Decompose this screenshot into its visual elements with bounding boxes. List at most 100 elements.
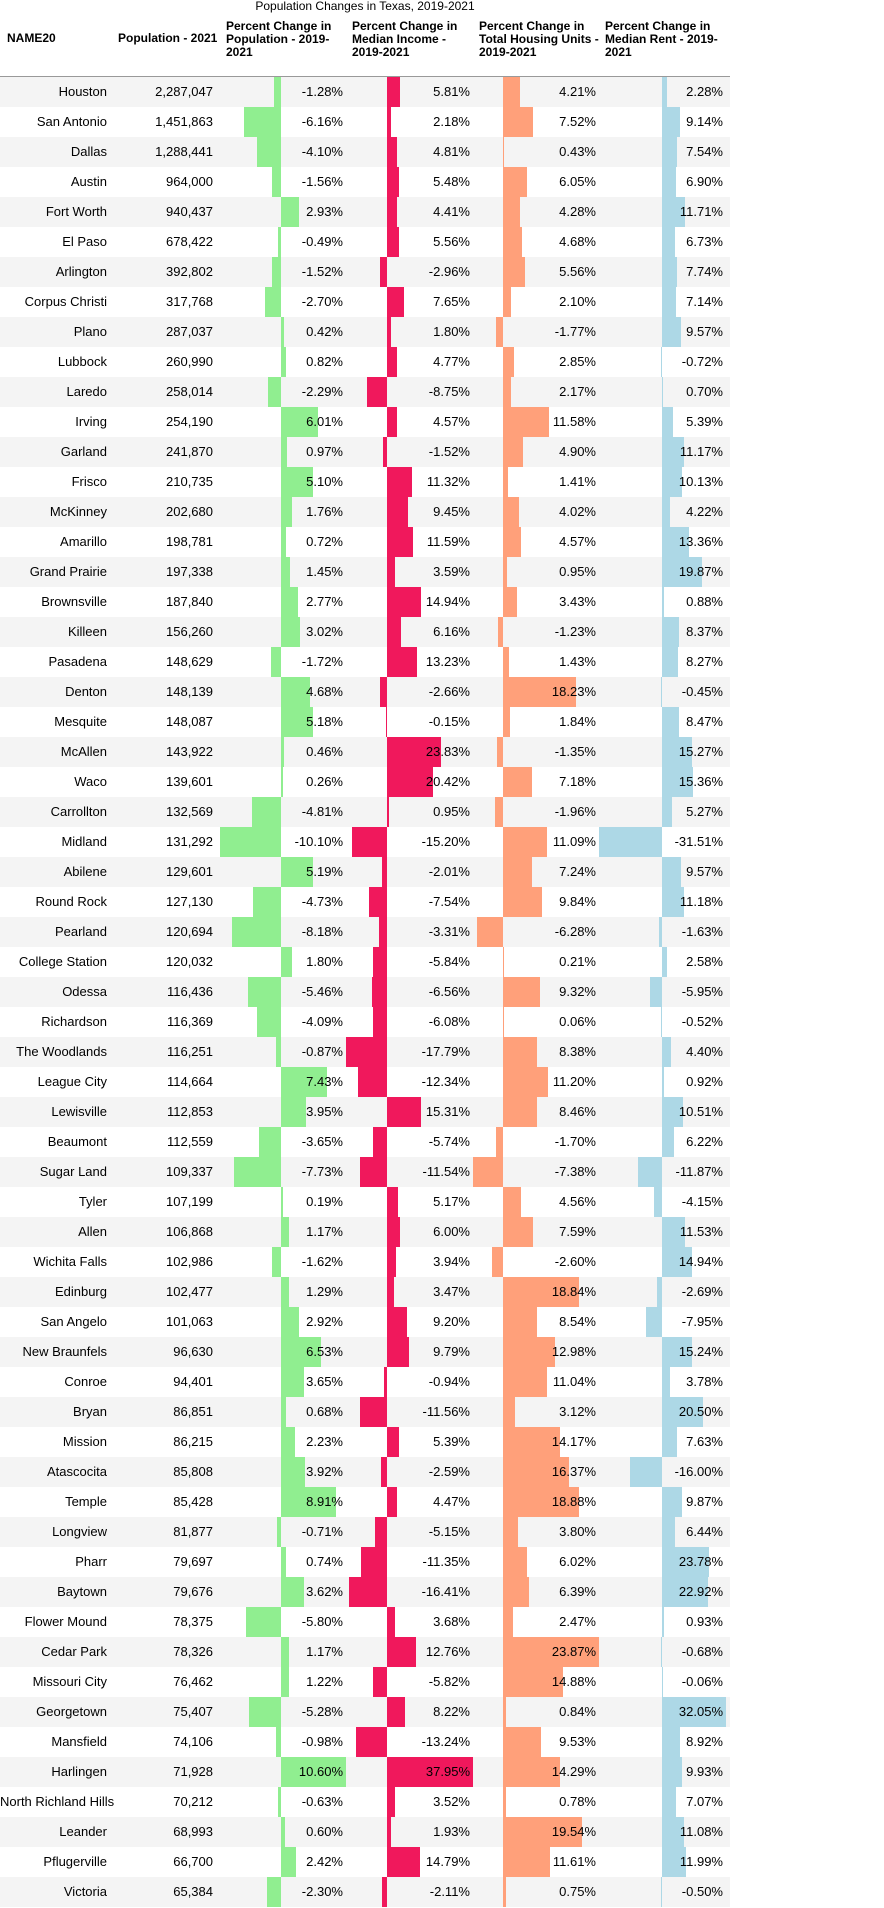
city-name: Abilene — [63, 864, 107, 879]
table-row: Allen 106,868 1.17% 6.00% 7.59% 11.53% — [0, 1217, 730, 1247]
income-change-label: 3.47% — [433, 1284, 470, 1299]
pop-change-label: -3.65% — [301, 1134, 343, 1149]
income-change-bar — [386, 1697, 406, 1727]
income-change-label: -0.15% — [428, 714, 470, 729]
housing-change-bar — [502, 407, 550, 437]
pop-change-label: 0.72% — [306, 534, 343, 549]
rent-change-label: -0.68% — [681, 1644, 723, 1659]
table-row: Mesquite 148,087 5.18% -0.15% 1.84% 8.47% — [0, 707, 730, 737]
population-value: 107,199 — [166, 1194, 213, 1209]
housing-change-label: 0.78% — [559, 1794, 596, 1809]
pop-change-bar — [281, 1667, 289, 1697]
housing-change-label: 4.90% — [559, 444, 596, 459]
housing-change-bar — [502, 1217, 534, 1247]
rent-change-bar — [660, 1007, 662, 1037]
pop-change-label: 2.23% — [306, 1434, 343, 1449]
pop-change-bar — [243, 107, 282, 137]
table-row: Garland 241,870 0.97% -1.52% 4.90% 11.17% — [0, 437, 730, 467]
pop-change-label: 1.17% — [306, 1644, 343, 1659]
city-name: Atascocita — [47, 1464, 107, 1479]
rent-change-label: 14.94% — [678, 1254, 723, 1269]
pop-change-bar — [281, 1397, 286, 1427]
rent-change-label: 2.58% — [686, 954, 723, 969]
income-change-label: -15.20% — [421, 834, 470, 849]
income-change-label: 3.59% — [433, 564, 470, 579]
income-change-label: 9.20% — [433, 1314, 470, 1329]
population-value: 112,853 — [166, 1104, 213, 1119]
rent-change-bar — [661, 77, 667, 107]
housing-change-bar — [502, 1187, 522, 1217]
table-row: Bryan 86,851 0.68% -11.56% 3.12% 20.50% — [0, 1397, 730, 1427]
table-row: Victoria 65,384 -2.30% -2.11% 0.75% -0.50% — [0, 1877, 730, 1907]
pop-change-bar — [281, 737, 285, 767]
population-value: 78,326 — [173, 1644, 213, 1659]
population-value: 1,451,863 — [155, 114, 213, 129]
pop-change-label: 2.42% — [306, 1854, 343, 1869]
housing-change-label: 7.18% — [559, 774, 596, 789]
population-value: 1,288,441 — [155, 144, 213, 159]
income-change-bar — [386, 1427, 399, 1457]
population-value: 127,130 — [166, 894, 213, 909]
income-change-bar — [386, 557, 395, 587]
pop-change-label: 0.68% — [306, 1404, 343, 1419]
income-change-bar — [386, 167, 400, 197]
housing-change-label: -1.96% — [554, 804, 596, 819]
rent-change-label: 8.92% — [686, 1734, 723, 1749]
income-change-label: 37.95% — [425, 1764, 470, 1779]
housing-change-bar — [502, 1037, 537, 1067]
rent-change-bar — [661, 167, 676, 197]
income-change-label: 0.95% — [433, 804, 470, 819]
pop-change-bar — [281, 617, 300, 647]
table-row: Wichita Falls 102,986 -1.62% 3.94% -2.60% 14.… — [0, 1247, 730, 1277]
table-row: Midland 131,292 -10.10% -15.20% 11.09% -31.51… — [0, 827, 730, 857]
housing-change-label: 11.58% — [552, 414, 596, 429]
housing-change-label: 4.21% — [559, 84, 596, 99]
income-change-bar — [381, 857, 387, 887]
housing-change-bar — [502, 1097, 537, 1127]
housing-change-bar — [502, 1397, 516, 1427]
housing-change-label: 3.12% — [559, 1404, 596, 1419]
pop-change-label: -4.73% — [301, 894, 343, 909]
rent-change-label: 0.92% — [686, 1074, 723, 1089]
city-name: New Braunfels — [22, 1344, 107, 1359]
population-value: 101,063 — [166, 1314, 213, 1329]
population-value: 86,215 — [173, 1434, 213, 1449]
rent-change-label: 19.87% — [678, 564, 723, 579]
housing-change-label: 14.88% — [551, 1674, 596, 1689]
housing-change-label: 6.39% — [559, 1584, 596, 1599]
pop-change-bar — [281, 1427, 296, 1457]
income-change-bar — [386, 1757, 473, 1787]
table-row: Fort Worth 940,437 2.93% 4.41% 4.28% 11.71% — [0, 197, 730, 227]
population-value: 112,559 — [166, 1134, 213, 1149]
income-change-bar — [373, 1667, 387, 1697]
income-change-label: 14.79% — [425, 1854, 470, 1869]
income-change-label: 15.31% — [425, 1104, 470, 1119]
rent-change-bar — [661, 197, 686, 227]
population-value: 197,338 — [166, 564, 213, 579]
table-row: Mansfield 74,106 -0.98% -13.24% 9.53% 8.92% — [0, 1727, 730, 1757]
pop-change-bar — [234, 1157, 282, 1187]
pop-change-bar — [281, 1217, 289, 1247]
pop-change-bar — [281, 1757, 346, 1787]
pop-change-bar — [281, 497, 293, 527]
income-change-label: -3.31% — [428, 924, 470, 939]
housing-change-bar — [502, 647, 509, 677]
income-change-label: 3.68% — [433, 1614, 470, 1629]
rent-change-label: 0.70% — [686, 384, 723, 399]
population-value: 940,437 — [166, 204, 213, 219]
housing-change-bar — [492, 1247, 503, 1277]
pop-change-bar — [281, 947, 293, 977]
income-change-bar — [386, 1637, 416, 1667]
city-name: Pasadena — [48, 654, 107, 669]
pop-change-label: 0.74% — [306, 1554, 343, 1569]
pop-change-bar — [278, 227, 282, 257]
pop-change-label: -0.98% — [301, 1734, 343, 1749]
population-value: 148,139 — [166, 684, 213, 699]
pop-change-bar — [281, 1817, 286, 1847]
housing-change-label: 0.06% — [559, 1014, 596, 1029]
pop-change-bar — [231, 917, 282, 947]
rent-change-label: -0.50% — [681, 1884, 723, 1899]
pop-change-label: 4.68% — [306, 684, 343, 699]
rent-change-bar — [661, 1097, 683, 1127]
table-row: San Angelo 101,063 2.92% 9.20% 8.54% -7.95% — [0, 1307, 730, 1337]
